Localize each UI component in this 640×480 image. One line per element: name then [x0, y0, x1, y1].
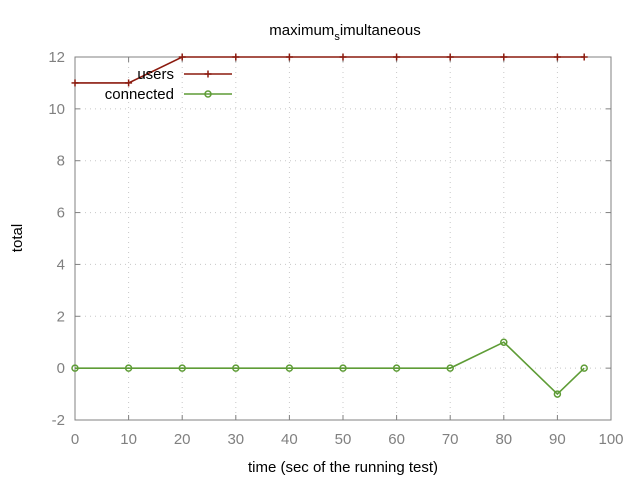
series-users	[71, 53, 588, 87]
data-point-connected	[339, 364, 347, 372]
chart-title: maximumsimultaneous	[269, 22, 420, 43]
data-point-connected	[285, 364, 294, 372]
legend-label: users	[137, 66, 174, 83]
y-axis-label: total	[9, 224, 26, 252]
x-tick-label: 50	[335, 431, 352, 448]
data-point-users	[393, 53, 401, 61]
legend-marker	[204, 70, 212, 78]
data-point-users	[553, 53, 561, 61]
y-tick-label: 2	[57, 308, 65, 325]
x-tick-label: 30	[227, 431, 244, 448]
data-point-connected	[446, 364, 454, 372]
legend-entry-connected: connected	[105, 86, 232, 103]
series	[71, 53, 588, 398]
legend-marker	[204, 90, 212, 98]
y-tick-label: 6	[57, 205, 65, 222]
data-point-connected	[392, 364, 401, 372]
y-tick-label: 4	[57, 256, 65, 273]
x-tick-label: 100	[598, 431, 623, 448]
x-tick-label: 0	[71, 431, 79, 448]
x-tick-label: 70	[442, 431, 459, 448]
grid	[75, 57, 611, 420]
data-point-users	[125, 79, 133, 87]
series-connected	[71, 338, 588, 398]
legend-entry-users: users	[137, 66, 232, 83]
data-point-users	[232, 53, 240, 61]
legend-label: connected	[105, 86, 174, 103]
y-tick-label: 12	[48, 49, 65, 66]
data-point-users	[446, 53, 454, 61]
y-tick-label: 0	[57, 360, 65, 377]
x-tick-label: 60	[388, 431, 405, 448]
data-point-connected	[232, 364, 240, 372]
x-tick-label: 90	[549, 431, 566, 448]
x-tick-label: 80	[495, 431, 512, 448]
series-line-connected	[75, 341, 585, 396]
data-point-connected	[124, 364, 133, 372]
x-tick-label: 40	[281, 431, 298, 448]
data-point-users	[285, 53, 293, 61]
data-point-connected	[178, 364, 186, 372]
data-point-connected	[553, 390, 562, 398]
data-point-users	[339, 53, 347, 61]
data-point-users	[500, 53, 508, 61]
legend: users connected	[105, 66, 232, 103]
x-axis-label: time (sec of the running test)	[248, 459, 438, 476]
x-tick-label: 20	[174, 431, 191, 448]
data-point-connected	[580, 364, 588, 372]
y-tick-label: 8	[57, 153, 65, 170]
data-point-users	[71, 79, 79, 87]
y-tick-label: -2	[52, 412, 65, 429]
y-tick-label: 10	[48, 101, 65, 118]
data-point-users	[580, 53, 588, 61]
data-point-connected	[500, 338, 508, 346]
data-point-connected	[71, 364, 79, 372]
data-point-users	[178, 53, 186, 61]
x-tick-label: 10	[120, 431, 137, 448]
chart-title-subscript: s	[334, 31, 340, 43]
